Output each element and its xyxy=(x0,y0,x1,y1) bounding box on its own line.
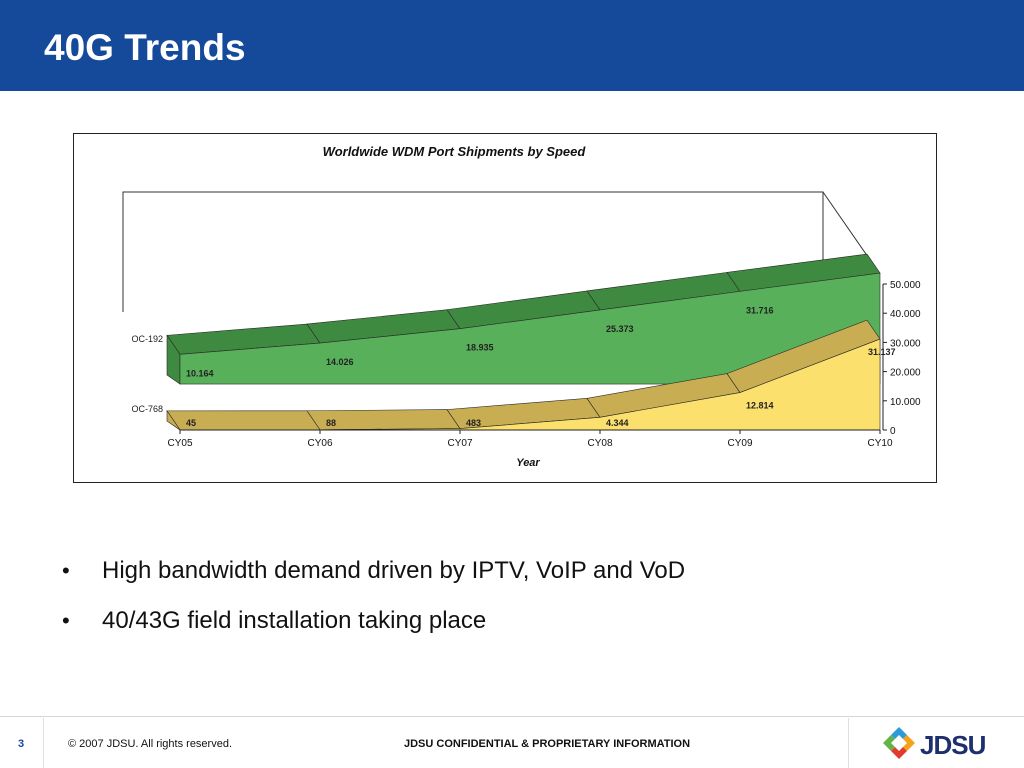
data-label: 10.164 xyxy=(186,368,214,378)
data-label: 18.935 xyxy=(466,343,494,353)
bullet-text: 40/43G field installation taking place xyxy=(102,607,487,634)
y-tick-label: 40.000 xyxy=(890,309,921,320)
wdm-area-chart: Worldwide WDM Port Shipments by Speed Ye… xyxy=(122,144,921,469)
footer-divider xyxy=(43,718,44,768)
x-tick-label: CY06 xyxy=(307,438,332,449)
slide-header: 40G Trends xyxy=(0,0,1024,91)
copyright-text: © 2007 JDSU. All rights reserved. xyxy=(68,738,233,750)
bullet-dot: • xyxy=(62,558,70,583)
jdsu-logo: JDSU xyxy=(882,726,992,762)
page-number: 3 xyxy=(18,738,25,750)
x-tick-label: CY07 xyxy=(447,438,472,449)
data-label: 45 xyxy=(186,418,196,428)
bullet-dot: • xyxy=(62,608,70,633)
y-tick-label: 50.000 xyxy=(890,280,921,291)
bullet-text: High bandwidth demand driven by IPTV, Vo… xyxy=(102,557,686,584)
data-label: 25.373 xyxy=(606,324,634,334)
bullet-item: • 40/43G field installation taking place xyxy=(62,603,962,653)
data-label: 12.814 xyxy=(746,401,774,411)
x-tick-label: CY10 xyxy=(867,438,892,449)
logo-text: JDSU xyxy=(920,730,986,760)
bullet-list: • High bandwidth demand driven by IPTV, V… xyxy=(62,553,962,653)
confidential-notice: JDSU CONFIDENTIAL & PROPRIETARY INFORMAT… xyxy=(404,738,691,750)
chart-title: Worldwide WDM Port Shipments by Speed xyxy=(323,144,587,159)
data-label: 4.344 xyxy=(606,418,629,428)
data-label: 14.026 xyxy=(326,357,354,367)
data-label: 483 xyxy=(466,418,481,428)
series-label: OC-192 xyxy=(131,334,163,344)
y-tick-label: 30.000 xyxy=(890,338,921,349)
x-tick-label: CY05 xyxy=(167,438,192,449)
data-label: 31.137 xyxy=(868,347,896,357)
y-tick-label: 20.000 xyxy=(890,368,921,379)
x-axis-label: Year xyxy=(516,457,540,469)
footer-divider xyxy=(848,718,849,768)
footer-line xyxy=(0,716,1024,717)
data-label: 31.716 xyxy=(746,305,774,315)
side-wall-edge xyxy=(822,191,869,258)
back-wall xyxy=(122,191,824,312)
slide-title: 40G Trends xyxy=(44,27,246,68)
jdsu-logo-icon xyxy=(883,727,915,759)
bullet-item: • High bandwidth demand driven by IPTV, V… xyxy=(62,553,962,603)
data-label: 88 xyxy=(326,418,336,428)
x-tick-label: CY09 xyxy=(727,438,752,449)
y-tick-label: 10.000 xyxy=(890,397,921,408)
y-tick-label: 0 xyxy=(890,426,896,437)
x-tick-label: CY08 xyxy=(587,438,612,449)
chart-frame: Worldwide WDM Port Shipments by Speed Ye… xyxy=(73,133,937,483)
series-label: OC-768 xyxy=(131,404,163,414)
